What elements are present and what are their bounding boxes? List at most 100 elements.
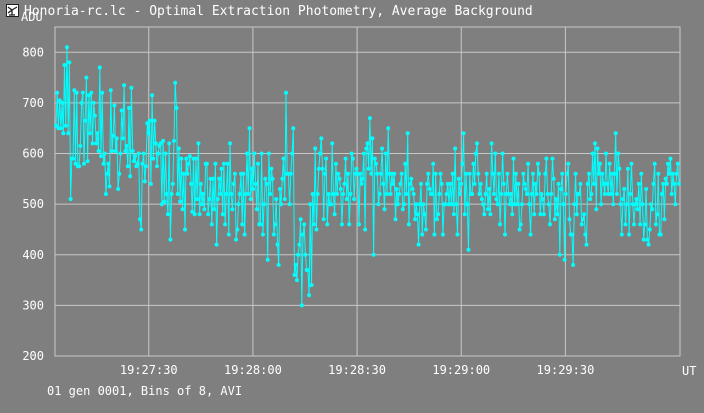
data-point bbox=[141, 151, 146, 156]
data-point bbox=[101, 161, 106, 166]
data-point bbox=[176, 146, 181, 151]
data-point bbox=[264, 181, 269, 186]
data-point bbox=[230, 207, 235, 212]
data-point bbox=[668, 156, 673, 161]
data-point bbox=[658, 232, 663, 237]
data-point bbox=[100, 90, 105, 95]
y-axis-label: ADU bbox=[21, 10, 43, 24]
data-point bbox=[302, 222, 307, 227]
data-point bbox=[54, 123, 58, 128]
data-point bbox=[129, 85, 134, 90]
data-point bbox=[569, 232, 574, 237]
data-point bbox=[213, 161, 218, 166]
data-point bbox=[483, 192, 488, 196]
y-tick-label: 800 bbox=[22, 45, 44, 59]
data-point bbox=[448, 181, 453, 186]
data-point bbox=[596, 171, 601, 176]
data-point bbox=[372, 156, 377, 161]
data-point bbox=[94, 141, 99, 146]
data-point bbox=[653, 222, 658, 227]
data-point bbox=[527, 202, 532, 207]
data-point bbox=[214, 242, 219, 247]
data-point bbox=[420, 232, 425, 237]
data-point bbox=[120, 136, 125, 141]
data-point bbox=[140, 161, 145, 166]
data-point bbox=[167, 141, 172, 146]
data-point bbox=[458, 192, 462, 196]
data-point bbox=[330, 141, 335, 146]
data-point bbox=[147, 118, 152, 123]
data-point bbox=[175, 192, 180, 196]
data-point bbox=[184, 156, 189, 161]
data-point bbox=[426, 171, 431, 176]
data-point bbox=[560, 171, 565, 176]
data-point bbox=[443, 202, 448, 207]
data-point bbox=[146, 131, 151, 136]
data-point bbox=[114, 136, 119, 141]
data-point bbox=[505, 171, 510, 176]
data-point bbox=[661, 181, 666, 186]
data-point bbox=[642, 222, 647, 227]
data-point bbox=[392, 171, 397, 176]
data-point bbox=[611, 202, 616, 207]
y-tick-label: 400 bbox=[22, 248, 44, 262]
data-point bbox=[206, 212, 211, 217]
data-point bbox=[310, 192, 315, 196]
data-point bbox=[215, 197, 220, 202]
data-point bbox=[359, 181, 364, 186]
data-point bbox=[579, 222, 584, 227]
data-point bbox=[348, 192, 353, 196]
y-tick-label: 500 bbox=[22, 197, 44, 211]
data-point bbox=[635, 207, 640, 212]
data-point bbox=[287, 202, 292, 207]
data-point bbox=[641, 237, 646, 242]
data-point bbox=[159, 202, 164, 207]
data-point bbox=[459, 181, 464, 186]
data-point bbox=[400, 207, 405, 212]
data-point bbox=[350, 156, 355, 161]
data-point bbox=[361, 151, 366, 156]
data-point bbox=[150, 93, 155, 98]
data-point bbox=[245, 151, 249, 156]
data-point bbox=[415, 212, 420, 217]
telescope-app-icon[interactable] bbox=[6, 4, 19, 17]
data-point bbox=[290, 151, 295, 156]
data-point bbox=[638, 222, 643, 227]
data-point bbox=[391, 181, 396, 186]
data-point bbox=[142, 179, 147, 184]
data-point bbox=[405, 131, 410, 136]
data-point bbox=[265, 257, 270, 262]
data-point bbox=[90, 141, 95, 146]
data-point bbox=[461, 131, 466, 136]
data-point bbox=[476, 171, 481, 176]
data-point bbox=[299, 303, 304, 308]
data-point bbox=[201, 192, 206, 196]
data-point bbox=[616, 151, 621, 156]
x-tick-label: 19:28:30 bbox=[328, 363, 386, 377]
data-point bbox=[135, 161, 140, 166]
data-point bbox=[466, 247, 471, 252]
data-point bbox=[163, 151, 168, 156]
data-point bbox=[594, 207, 599, 212]
data-point bbox=[674, 171, 679, 176]
data-point bbox=[197, 212, 202, 217]
data-point bbox=[172, 138, 176, 143]
data-point bbox=[291, 126, 296, 131]
data-point bbox=[55, 90, 60, 95]
data-point bbox=[549, 192, 554, 196]
x-tick-label: 19:29:00 bbox=[432, 363, 490, 377]
data-point bbox=[471, 161, 476, 166]
data-point bbox=[662, 217, 667, 222]
data-point bbox=[422, 212, 427, 217]
data-point bbox=[531, 171, 535, 176]
data-point bbox=[97, 65, 102, 70]
data-point bbox=[96, 149, 101, 153]
data-point bbox=[456, 176, 461, 181]
data-point bbox=[397, 192, 402, 196]
data-point bbox=[624, 202, 629, 207]
data-point bbox=[131, 159, 136, 164]
data-point bbox=[627, 232, 632, 237]
data-point bbox=[151, 156, 156, 161]
data-point bbox=[349, 151, 354, 156]
data-point bbox=[545, 192, 550, 196]
